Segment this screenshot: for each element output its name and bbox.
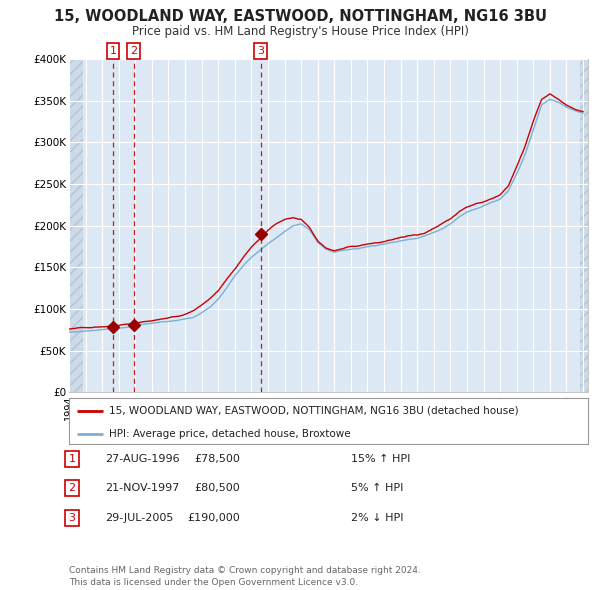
Bar (69, 59, 83, 392)
Text: Contains HM Land Registry data © Crown copyright and database right 2024.
This d: Contains HM Land Registry data © Crown c… (69, 566, 421, 587)
Text: 1: 1 (109, 46, 116, 56)
Text: £78,500: £78,500 (194, 454, 240, 464)
Text: 29-JUL-2005: 29-JUL-2005 (105, 513, 173, 523)
Text: 15, WOODLAND WAY, EASTWOOD, NOTTINGHAM, NG16 3BU: 15, WOODLAND WAY, EASTWOOD, NOTTINGHAM, … (53, 9, 547, 24)
Text: HPI: Average price, detached house, Broxtowe: HPI: Average price, detached house, Brox… (109, 428, 351, 438)
Text: £80,500: £80,500 (194, 483, 240, 493)
Bar (580, 59, 588, 392)
Text: 27-AUG-1996: 27-AUG-1996 (105, 454, 179, 464)
Text: 5% ↑ HPI: 5% ↑ HPI (351, 483, 403, 493)
Text: 3: 3 (68, 513, 76, 523)
Text: 15, WOODLAND WAY, EASTWOOD, NOTTINGHAM, NG16 3BU (detached house): 15, WOODLAND WAY, EASTWOOD, NOTTINGHAM, … (109, 405, 519, 415)
Text: 2: 2 (68, 483, 76, 493)
Text: 2% ↓ HPI: 2% ↓ HPI (351, 513, 404, 523)
Text: Price paid vs. HM Land Registry's House Price Index (HPI): Price paid vs. HM Land Registry's House … (131, 25, 469, 38)
Text: £190,000: £190,000 (187, 513, 240, 523)
Text: 2: 2 (130, 46, 137, 56)
Text: 3: 3 (257, 46, 264, 56)
Text: 1: 1 (68, 454, 76, 464)
Text: 21-NOV-1997: 21-NOV-1997 (105, 483, 179, 493)
Text: 15% ↑ HPI: 15% ↑ HPI (351, 454, 410, 464)
